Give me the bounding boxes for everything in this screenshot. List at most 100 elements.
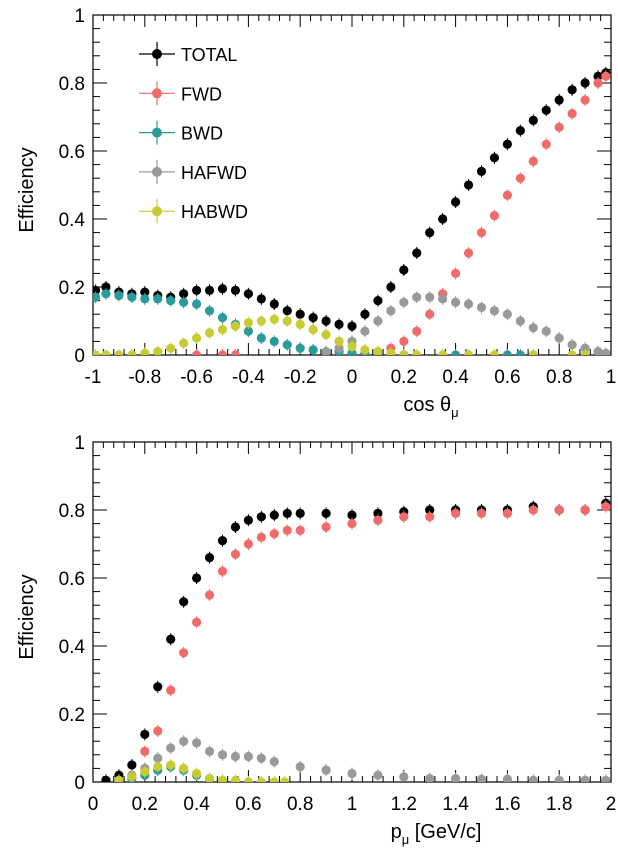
- data-point: [451, 350, 461, 355]
- data-point: [601, 71, 611, 81]
- x-tick-label: 0.8: [546, 367, 572, 388]
- data-point: [567, 350, 577, 355]
- x-tick-label: -0.4: [232, 367, 265, 388]
- data-point: [295, 343, 305, 353]
- data-point: [515, 173, 525, 183]
- legend-marker: [152, 88, 162, 99]
- data-point: [204, 746, 215, 757]
- legend-marker: [152, 206, 162, 217]
- legend-label: BWD: [181, 124, 223, 144]
- data-point: [101, 282, 111, 292]
- data-point: [153, 682, 163, 692]
- data-point: [140, 287, 150, 297]
- y-tick-label: 0.4: [59, 210, 86, 231]
- data-point: [230, 522, 241, 532]
- legend-marker: [152, 127, 162, 138]
- data-point: [282, 508, 292, 518]
- x-tick-label: 1.8: [546, 794, 572, 815]
- data-point: [541, 326, 551, 336]
- data-point: [451, 508, 461, 518]
- data-point: [243, 326, 253, 336]
- data-point: [217, 284, 228, 294]
- data-point: [256, 316, 266, 326]
- data-point: [593, 78, 603, 88]
- data-point: [192, 573, 202, 583]
- data-point: [140, 767, 150, 777]
- data-point: [243, 539, 253, 549]
- data-point: [243, 751, 253, 762]
- data-point: [334, 336, 344, 346]
- data-point: [243, 289, 253, 299]
- data-points: [101, 497, 611, 782]
- data-point: [476, 228, 487, 238]
- data-point: [269, 757, 279, 767]
- data-point: [476, 508, 487, 518]
- x-tick-label: 0.2: [132, 794, 158, 815]
- data-point: [580, 343, 590, 353]
- data-point: [179, 289, 189, 299]
- data-point: [217, 566, 228, 576]
- data-point: [140, 729, 150, 740]
- data-point: [399, 265, 409, 275]
- data-point: [489, 350, 500, 355]
- data-point: [295, 319, 305, 329]
- x-tick-label: 1.6: [494, 794, 520, 815]
- data-point: [256, 294, 266, 304]
- data-point: [502, 774, 512, 782]
- data-point: [217, 324, 228, 335]
- x-axis-title-main: cos θ: [403, 394, 451, 416]
- data-point: [282, 316, 292, 326]
- data-point: [166, 743, 176, 753]
- data-point: [567, 340, 577, 350]
- data-point: [295, 762, 305, 772]
- data-point: [217, 775, 228, 782]
- data-point: [425, 292, 435, 302]
- plot-frame: [92, 441, 612, 783]
- data-point: [502, 139, 512, 149]
- data-point: [230, 285, 241, 295]
- data-point: [528, 505, 538, 515]
- data-point: [280, 777, 290, 782]
- data-point: [166, 634, 176, 644]
- legend-item-total: TOTAL: [139, 42, 237, 66]
- legend-item-bwd: BWD: [139, 120, 223, 145]
- y-tick-label: 0: [74, 773, 85, 794]
- data-point: [541, 139, 551, 149]
- data-point: [192, 333, 202, 343]
- data-point: [243, 777, 253, 782]
- data-point: [269, 510, 279, 520]
- data-point: [528, 115, 538, 125]
- y-tick-label: 0.8: [59, 74, 85, 95]
- data-point: [127, 350, 137, 355]
- legend-item-hafwd: HAFWD: [139, 159, 247, 184]
- data-point: [204, 553, 215, 563]
- data-point: [127, 292, 137, 302]
- data-point: [101, 289, 111, 299]
- data-point: [580, 775, 590, 782]
- data-point: [256, 777, 266, 782]
- data-point: [321, 316, 331, 326]
- data-point: [321, 522, 331, 532]
- data-point: [373, 347, 383, 355]
- data-point: [256, 753, 266, 763]
- data-point: [192, 617, 202, 627]
- data-point: [243, 515, 253, 525]
- data-point: [528, 775, 538, 782]
- data-point: [153, 347, 163, 355]
- data-point: [321, 330, 331, 340]
- legend-item-habwd: HABWD: [139, 199, 248, 224]
- data-point: [140, 294, 150, 304]
- data-point: [515, 350, 525, 355]
- data-point: [269, 336, 279, 346]
- data-point: [502, 350, 512, 355]
- data-point: [601, 775, 611, 782]
- y-tick-label: 0: [74, 346, 85, 367]
- data-point: [554, 505, 564, 515]
- data-point: [580, 95, 590, 105]
- data-point: [502, 508, 512, 518]
- data-point: [166, 296, 176, 306]
- x-axis-title: cos θμ: [403, 394, 458, 420]
- series-total: [101, 497, 611, 782]
- data-point: [153, 753, 163, 763]
- x-tick-label: 0.6: [494, 367, 520, 388]
